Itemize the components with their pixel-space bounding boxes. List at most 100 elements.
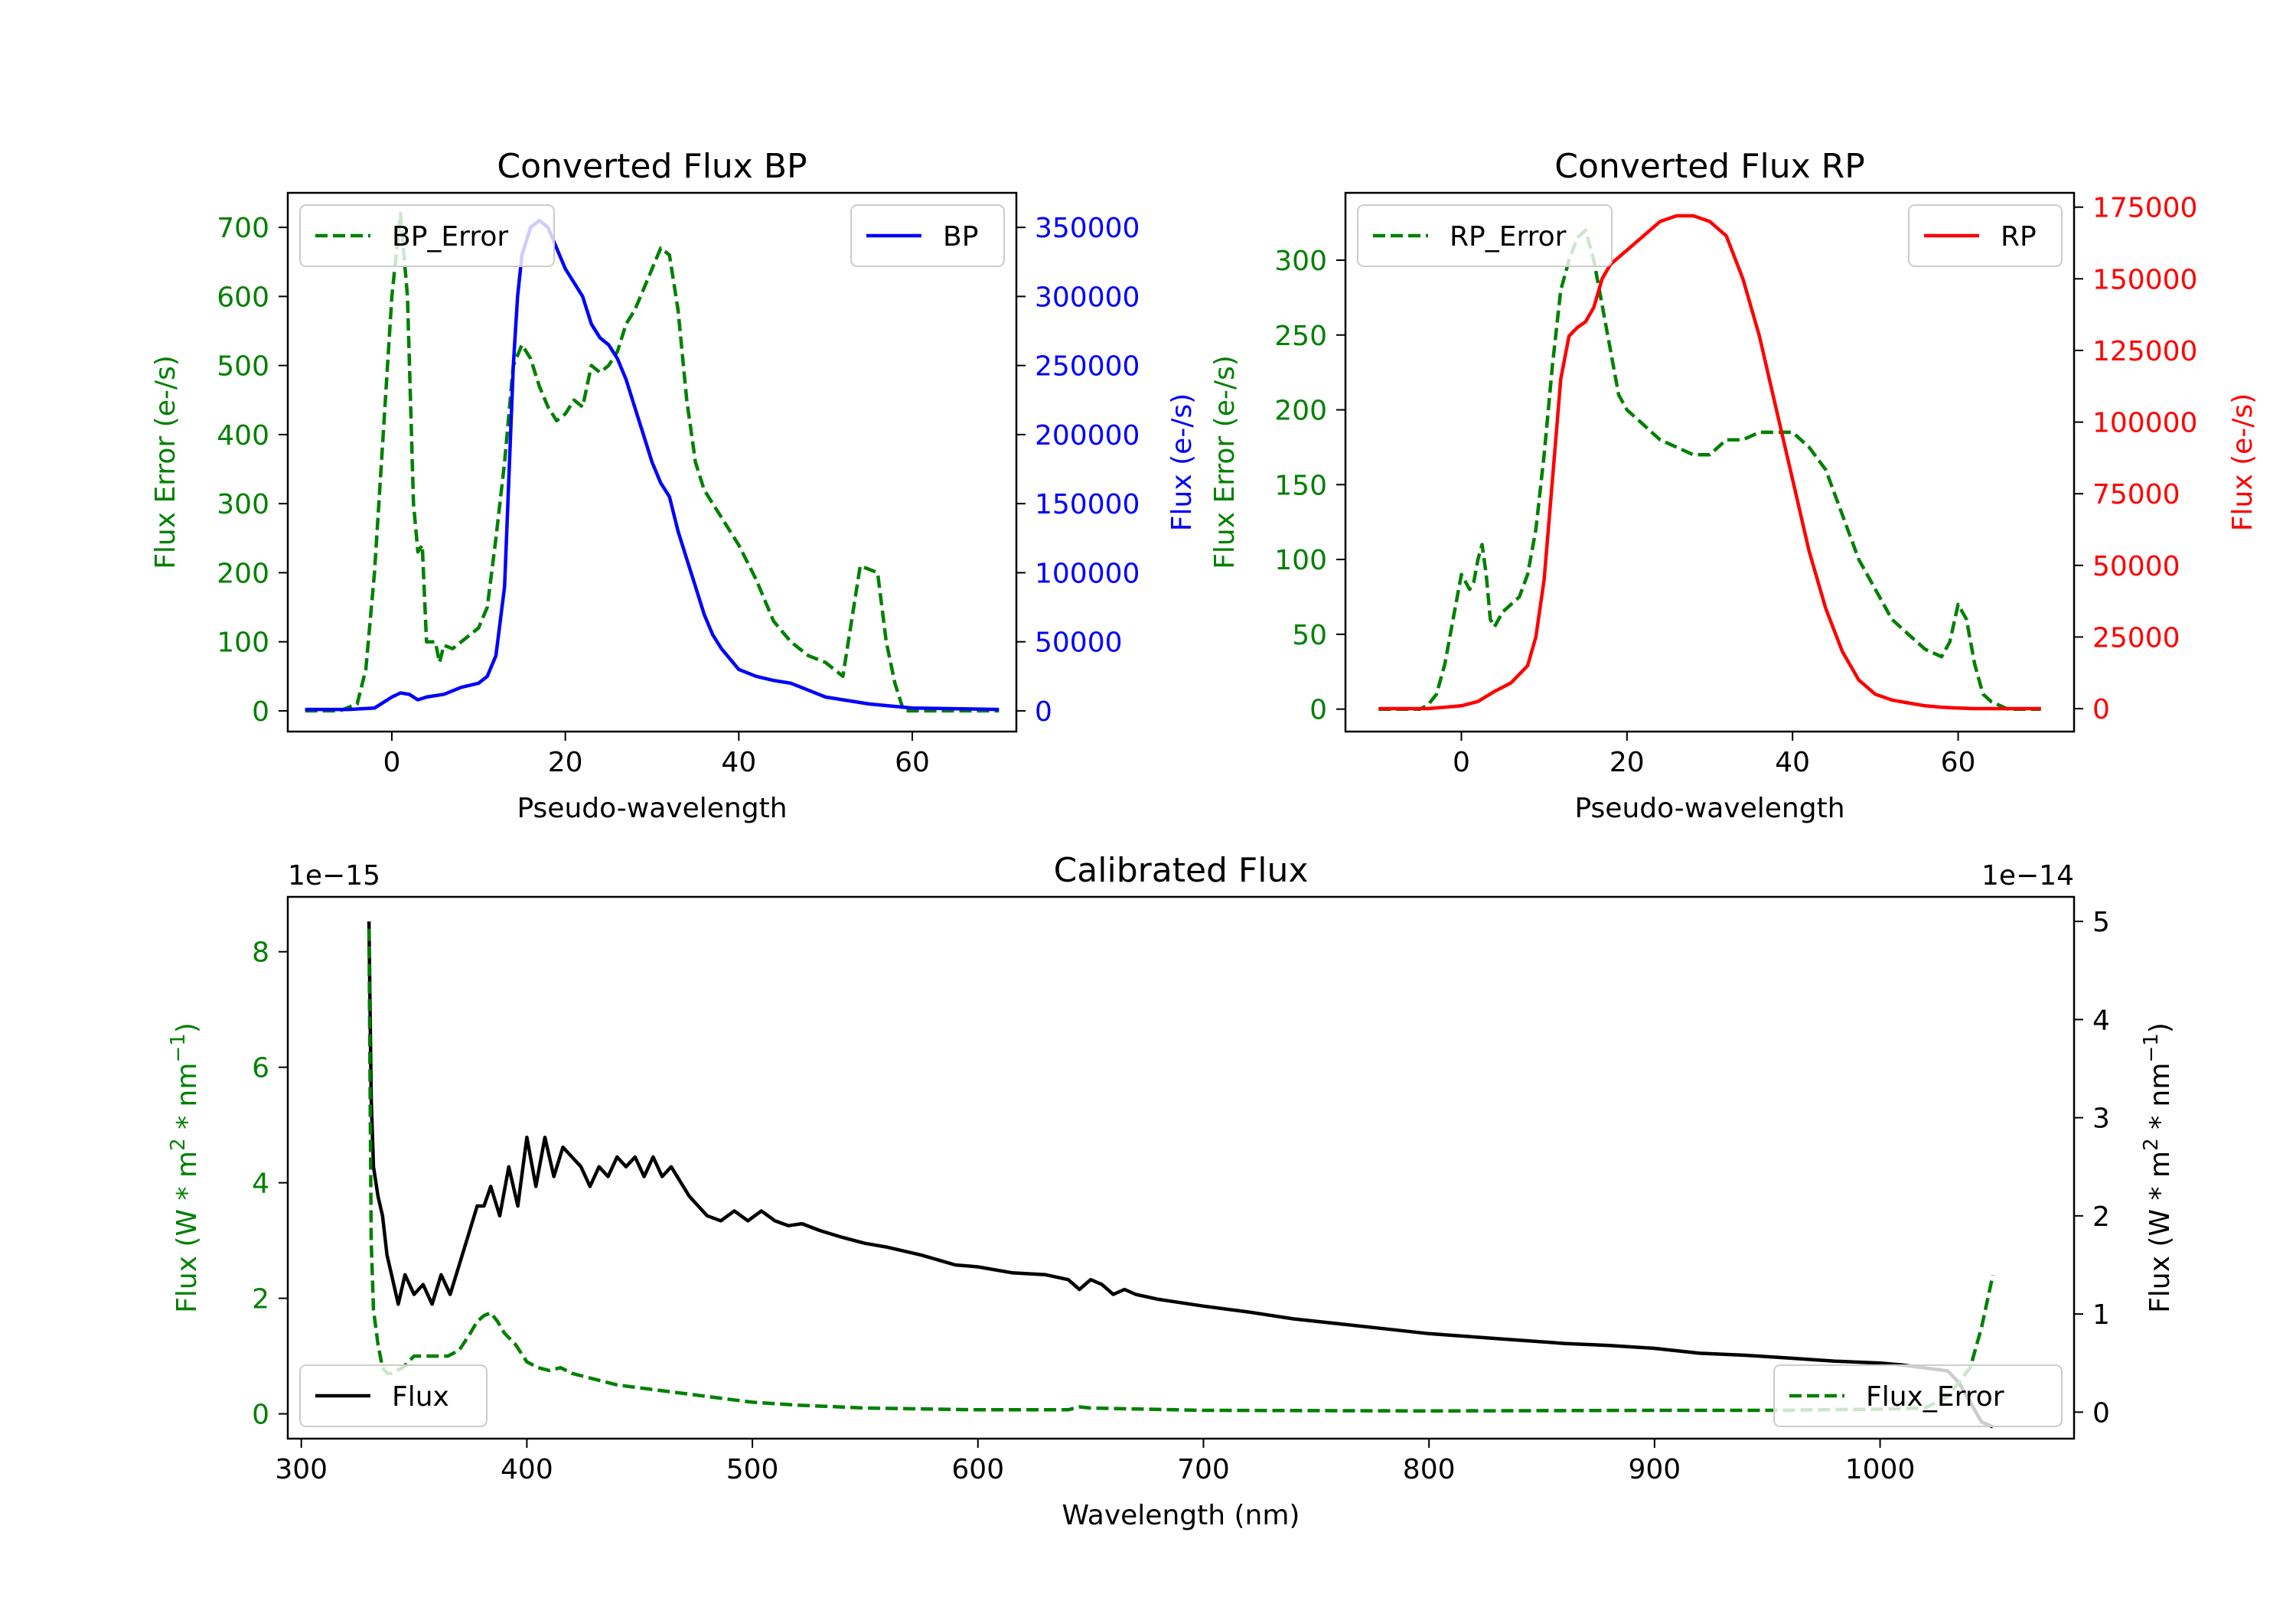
chart-cal: 300 400 500 600 700 800 900 1000 0 2 4 6 8 0 1 2 3 4 5 Cali… (167, 851, 2176, 1531)
x-axis-label: Pseudo-wavelength (517, 793, 787, 824)
x-tick-label: 40 (1775, 747, 1810, 778)
plot-frame (1344, 191, 2076, 733)
legend-right: BP (850, 204, 1005, 267)
series-line-rp-error (1378, 228, 2041, 711)
superscript: 2 (2140, 1138, 2163, 1151)
legend-box (1773, 1364, 2063, 1427)
x-tick-label: 0 (1453, 747, 1470, 778)
legend-box (299, 204, 555, 267)
x-tick-label: 20 (1609, 747, 1645, 778)
y-left-tick-label: 200 (1274, 396, 1327, 427)
y-left-axis-label: Flux (W * m2 * nm−1) (167, 1022, 203, 1313)
y-right-offset-label: 1e−14 (1981, 860, 2074, 892)
y-left-axis-label: Flux Error (e-/s) (150, 355, 181, 569)
y-right-tick-label: 0 (2092, 1397, 2110, 1429)
y-right-tick-label: 250000 (1035, 351, 1140, 383)
x-tick-label: 900 (1629, 1454, 1681, 1485)
legend-label: RP (2001, 221, 2037, 253)
x-tick-label: 60 (895, 747, 930, 778)
y-right-tick-label: 125000 (2092, 336, 2197, 367)
x-tick-label: 700 (1177, 1454, 1230, 1485)
y-right-tick-label: 0 (2092, 694, 2110, 725)
y-right-tick-label: 150000 (1035, 489, 1140, 520)
y-left-tick-label: 0 (252, 1400, 269, 1431)
chart-rp: 0 20 40 60 0 50 100 150 200 250 300 0 25000 50000 7500… (1209, 147, 2258, 824)
y-right-tick-label: 2 (2092, 1201, 2110, 1233)
y-left-tick-label: 200 (217, 558, 269, 589)
label-part: Flux (W * m (2144, 1151, 2176, 1313)
y-right-tick-label: 4 (2092, 1005, 2110, 1036)
y-left-tick-label: 250 (1274, 321, 1327, 352)
superscript: −1 (2140, 1033, 2163, 1062)
x-tick-label: 600 (951, 1454, 1004, 1485)
x-tick-label: 1000 (1845, 1454, 1916, 1485)
y-left-tick-label: 4 (252, 1169, 269, 1200)
y-left-tick-label: 0 (1309, 695, 1327, 726)
legend-box (850, 204, 1005, 267)
legend-left: RP_Error (1357, 204, 1613, 267)
y-left-tick-label: 2 (252, 1284, 269, 1315)
y-right-tick-label: 25000 (2092, 622, 2180, 654)
y-left-tick-label: 400 (217, 420, 269, 451)
legend-label: Flux_Error (1866, 1381, 2004, 1413)
legend-box (299, 1364, 488, 1427)
x-tick-label: 40 (721, 747, 756, 778)
y-right-tick-label: 50000 (1035, 627, 1123, 659)
label-part: ) (171, 1022, 203, 1033)
x-tick-label: 500 (726, 1454, 779, 1485)
legend-label: BP_Error (392, 221, 508, 253)
y-right-axis-label: Flux (e-/s) (2227, 393, 2258, 531)
x-tick-label: 300 (275, 1454, 328, 1485)
x-tick-label: 20 (548, 747, 583, 778)
y-right-tick-label: 200000 (1035, 420, 1140, 451)
label-part: Flux (W * m (171, 1151, 203, 1313)
y-right-tick-label: 150000 (2092, 264, 2197, 295)
y-right-axis-label: Flux (e-/s) (1166, 393, 1198, 531)
y-right-tick-label: 100000 (1035, 558, 1140, 589)
legend-right: RP (1908, 204, 2063, 267)
x-axis-label: Pseudo-wavelength (1574, 793, 1844, 824)
superscript: 2 (167, 1138, 190, 1151)
y-right-axis-label: Flux (W * m2 * nm−1) (2140, 1022, 2176, 1313)
series-line-flux-error (367, 928, 1995, 1413)
chart-title: Converted Flux BP (497, 147, 807, 186)
legend-label: RP_Error (1450, 221, 1567, 253)
y-left-tick-label: 50 (1292, 620, 1327, 651)
y-left-tick-label: 8 (252, 937, 269, 969)
y-right-tick-label: 300000 (1035, 282, 1140, 313)
y-left-tick-label: 150 (1274, 470, 1327, 501)
label-part: * nm (2144, 1063, 2176, 1139)
legend-box (1357, 204, 1613, 267)
y-right-tick-label: 5 (2092, 907, 2110, 938)
plot-frame (286, 895, 2076, 1440)
chart-title: Converted Flux RP (1554, 147, 1865, 186)
series-line-flux (367, 921, 1994, 1429)
chart-title: Calibrated Flux (1054, 851, 1309, 890)
x-axis-label: Wavelength (nm) (1062, 1500, 1300, 1531)
y-right-tick-label: 50000 (2092, 551, 2180, 582)
y-left-offset-label: 1e−15 (288, 860, 380, 892)
legend-label: BP (943, 221, 978, 253)
legend-left: BP_Error (299, 204, 555, 267)
superscript: −1 (167, 1033, 190, 1062)
y-right-tick-label: 0 (1035, 696, 1052, 728)
x-tick-label: 400 (501, 1454, 553, 1485)
y-left-tick-label: 100 (217, 627, 269, 659)
chart-bp: 0 20 40 60010020030040050060070005000010000… (150, 147, 1198, 824)
y-left-tick-label: 0 (252, 696, 269, 728)
x-tick-label: 800 (1403, 1454, 1456, 1485)
y-right-tick-label: 75000 (2092, 479, 2180, 510)
x-tick-label: 60 (1941, 747, 1976, 778)
y-left-tick-label: 500 (217, 351, 269, 383)
y-left-tick-label: 700 (217, 213, 269, 244)
y-right-tick-label: 175000 (2092, 193, 2197, 224)
x-tick-label: 0 (383, 747, 401, 778)
series-line-bp (305, 218, 1000, 712)
y-left-axis-label: Flux Error (e-/s) (1209, 355, 1241, 569)
y-right-tick-label: 100000 (2092, 408, 2197, 439)
legend-box (1908, 204, 2063, 267)
label-part: ) (2144, 1022, 2176, 1033)
y-left-tick-label: 6 (252, 1053, 269, 1084)
y-left-tick-label: 600 (217, 282, 269, 313)
